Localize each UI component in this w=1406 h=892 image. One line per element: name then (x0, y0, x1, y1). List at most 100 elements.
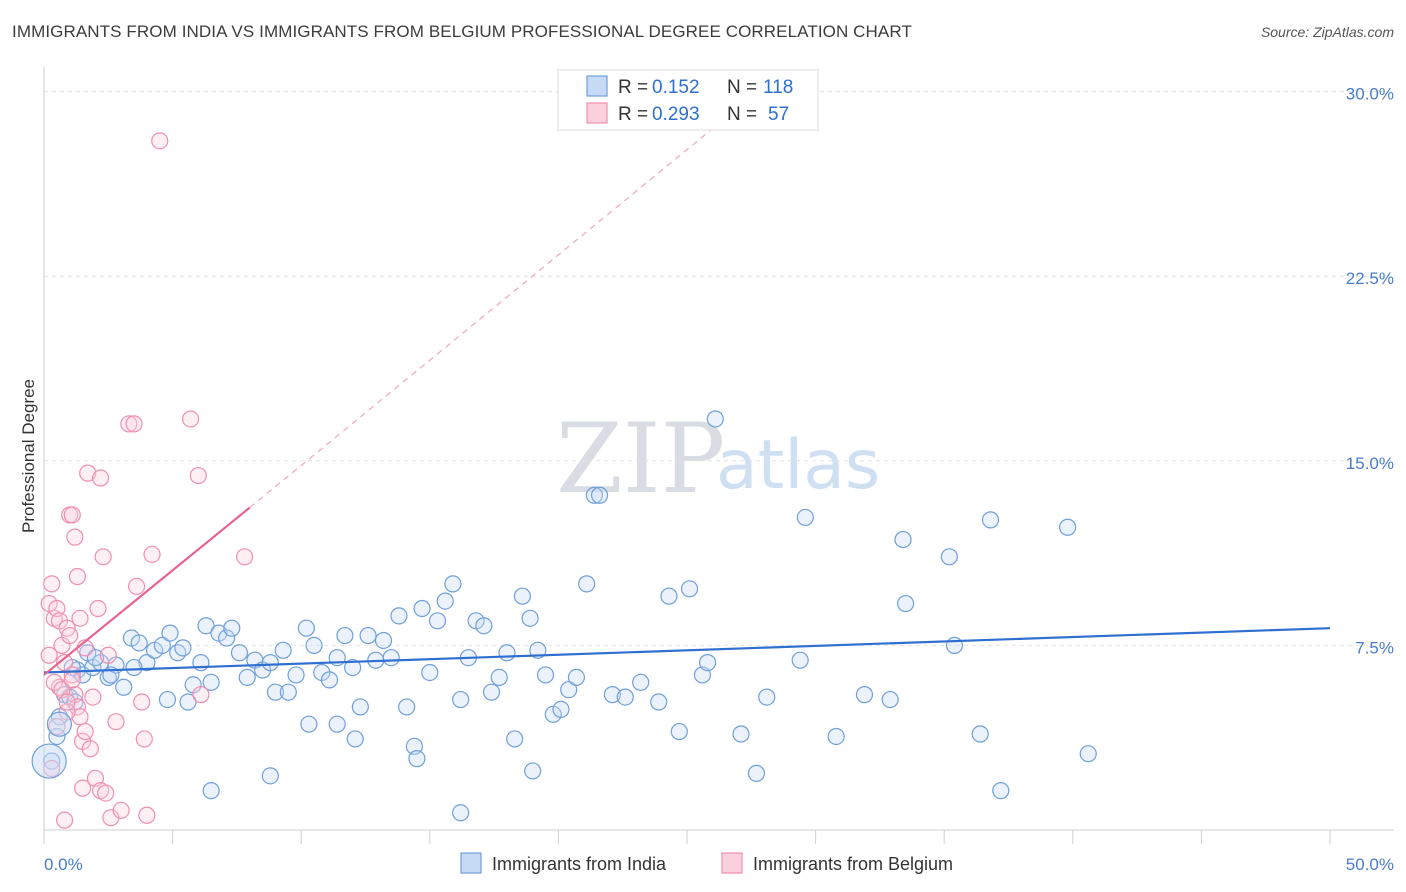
india-point (306, 637, 322, 653)
india-point (262, 655, 278, 671)
india-point (399, 699, 415, 715)
belgium-point (69, 568, 85, 584)
india-point (301, 716, 317, 732)
india-point (828, 728, 844, 744)
series-legend: Immigrants from India Immigrants from Be… (461, 853, 953, 874)
india-point (298, 620, 314, 636)
india-point (661, 588, 677, 604)
belgium-point (100, 647, 116, 663)
belgium-point (190, 468, 206, 484)
india-point (414, 600, 430, 616)
watermark-atlas: atlas (716, 426, 880, 505)
india-point (131, 635, 147, 651)
india-point (972, 726, 988, 742)
india-point (352, 699, 368, 715)
india-point (275, 642, 291, 658)
belgium-point (41, 647, 57, 663)
india-point (538, 667, 554, 683)
y-tick-label: 15.0% (1346, 454, 1394, 473)
india-point (484, 684, 500, 700)
india-point (329, 716, 345, 732)
india-point (553, 701, 569, 717)
india-point (792, 652, 808, 668)
india-point (383, 650, 399, 666)
india-point (262, 768, 278, 784)
india-point (507, 731, 523, 747)
india-point (337, 628, 353, 644)
belgium-point (57, 812, 73, 828)
belgium-point (44, 576, 60, 592)
india-point (797, 509, 813, 525)
belgium-r-value: 0.293 (652, 104, 700, 125)
india-point (280, 684, 296, 700)
india-point (203, 783, 219, 799)
india-point (231, 645, 247, 661)
india-point (982, 512, 998, 528)
belgium-r-label: R = (618, 104, 648, 125)
india-point (941, 549, 957, 565)
legend-belgium-label: Immigrants from Belgium (753, 854, 953, 874)
belgium-point (237, 549, 253, 565)
belgium-point (136, 731, 152, 747)
india-point (453, 805, 469, 821)
india-point (476, 618, 492, 634)
india-point (946, 637, 962, 653)
india-n-label: N = (727, 77, 757, 98)
india-point (453, 692, 469, 708)
belgium-point (129, 578, 145, 594)
india-r-label: R = (618, 77, 648, 98)
belgium-point (183, 411, 199, 427)
belgium-point (72, 610, 88, 626)
belgium-point (85, 689, 101, 705)
belgium-point (95, 549, 111, 565)
india-point (445, 576, 461, 592)
india-point (430, 613, 446, 629)
belgium-point (75, 780, 91, 796)
scatter-chart: ZIP atlas 7.5% 15.0% 22.5% 30.0% Profession… (0, 0, 1406, 892)
belgium-point (59, 694, 75, 710)
watermark-zip: ZIP (556, 403, 725, 515)
india-point (682, 581, 698, 597)
belgium-point (62, 628, 78, 644)
india-point (422, 664, 438, 680)
india-point (759, 689, 775, 705)
belgium-point (126, 416, 142, 432)
legend-india-swatch (461, 853, 481, 873)
india-point (409, 751, 425, 767)
belgium-n-label: N = (727, 104, 757, 125)
belgium-point (64, 672, 80, 688)
india-point (592, 487, 608, 503)
india-point (633, 674, 649, 690)
belgium-point (139, 807, 155, 823)
belgium-legend-swatch (587, 103, 607, 123)
india-point (376, 632, 392, 648)
india-point (617, 689, 633, 705)
y-tick-label: 22.5% (1346, 269, 1394, 288)
belgium-point (113, 802, 129, 818)
india-point (159, 692, 175, 708)
y-axis-label: Professional Degree (19, 379, 38, 533)
y-tick-label: 7.5% (1355, 638, 1394, 657)
india-point (175, 640, 191, 656)
india-point (898, 596, 914, 612)
india-point (1080, 746, 1096, 762)
india-n-value: 118 (763, 77, 793, 98)
belgium-point (64, 507, 80, 523)
legend-belgium-swatch (722, 853, 742, 873)
india-point (116, 679, 132, 695)
india-point (882, 692, 898, 708)
india-point (856, 687, 872, 703)
belgium-point (82, 741, 98, 757)
india-point (568, 669, 584, 685)
india-point (239, 669, 255, 685)
india-point (224, 620, 240, 636)
india-large-point (47, 712, 71, 736)
india-point (347, 731, 363, 747)
belgium-point (90, 600, 106, 616)
y-tick-label: 30.0% (1346, 85, 1394, 104)
x-tick-label-max: 50.0% (1346, 855, 1394, 874)
belgium-point (134, 694, 150, 710)
india-large-point (32, 744, 66, 778)
belgium-point (152, 133, 168, 149)
india-point (360, 628, 376, 644)
